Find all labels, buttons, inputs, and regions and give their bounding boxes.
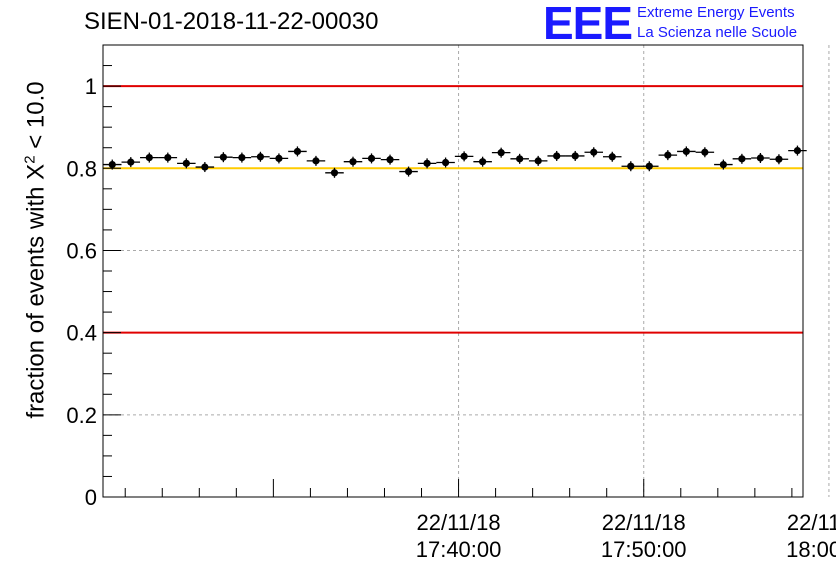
data-point-17 — [423, 159, 431, 167]
data-point-9 — [275, 154, 283, 163]
plot-frame — [102, 44, 804, 498]
data-point-18 — [441, 158, 450, 167]
data-point-36 — [775, 155, 783, 163]
data-point-15 — [386, 156, 394, 164]
data-point-0 — [108, 160, 116, 169]
y-tick-label-0: 0 — [85, 485, 97, 510]
data-point-33 — [719, 160, 727, 169]
chart-title: SIEN-01-2018-11-22-00030 — [84, 8, 379, 35]
data-point-29 — [645, 162, 653, 170]
y-axis-label-sup: 2 — [21, 155, 39, 164]
data-point-14 — [367, 154, 376, 163]
data-point-12 — [330, 169, 339, 177]
y-axis-label-prefix: fraction of events with X — [22, 163, 50, 419]
data-point-35 — [756, 154, 765, 162]
y-tick-label-1: 0.2 — [66, 403, 97, 428]
data-point-11 — [312, 157, 320, 165]
data-point-5 — [201, 163, 209, 171]
y-axis-label-suffix: < 10.0 — [22, 81, 50, 156]
data-point-31 — [682, 147, 690, 156]
data-point-19 — [460, 152, 468, 160]
y-tick-label-5: 1 — [85, 74, 97, 99]
data-point-27 — [608, 153, 616, 161]
y-tick-label-2: 0.4 — [66, 321, 97, 346]
data-point-2 — [145, 153, 153, 162]
x-tick-time-0: 17:40:00 — [416, 537, 502, 562]
eee-logo-mark: EEE — [543, 0, 633, 49]
data-point-22 — [516, 155, 524, 163]
y-tick-label-4: 0.8 — [66, 156, 97, 181]
data-point-20 — [479, 158, 487, 166]
data-point-24 — [553, 152, 561, 160]
data-point-30 — [664, 151, 672, 159]
x-tick-time-1: 17:50:00 — [601, 537, 687, 562]
data-point-25 — [571, 152, 579, 160]
y-axis-label: fraction of events with X2 < 10.0 — [22, 81, 51, 418]
x-tick-date-1: 22/11/18 — [602, 510, 686, 535]
data-point-37 — [793, 147, 802, 155]
data-point-16 — [404, 167, 413, 176]
data-point-21 — [497, 149, 505, 157]
logo-line-2: La Scienza nelle Scuole — [637, 24, 798, 41]
data-point-1 — [127, 158, 135, 166]
data-point-34 — [738, 155, 746, 163]
x-tick-date-0: 22/11/18 — [417, 510, 501, 535]
data-point-32 — [701, 148, 709, 156]
data-point-23 — [534, 157, 542, 165]
data-point-28 — [627, 162, 635, 170]
data-point-6 — [219, 153, 227, 161]
data-point-26 — [590, 148, 598, 156]
data-point-10 — [293, 147, 302, 156]
data-point-3 — [164, 153, 172, 162]
y-tick-label-3: 0.6 — [66, 238, 97, 263]
data-point-7 — [238, 153, 246, 162]
x-tick-time-2: 18:00:00 — [786, 537, 836, 562]
data-point-8 — [256, 153, 265, 161]
data-point-13 — [349, 158, 357, 166]
data-point-4 — [182, 159, 190, 167]
logo-line-1: Extreme Energy Events — [637, 4, 795, 21]
x-tick-date-2: 22/11/18 — [787, 510, 836, 535]
